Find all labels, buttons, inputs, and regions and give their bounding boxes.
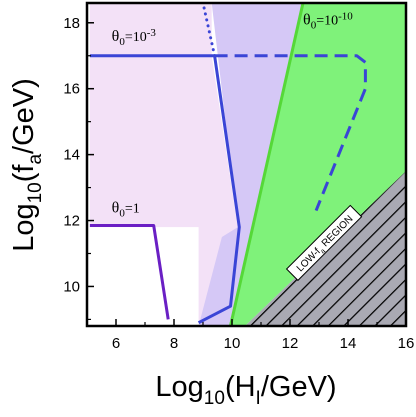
y-tick-label: 18 [63,15,80,32]
x-tick-label: 8 [170,335,178,352]
theta-annotation-2: θ0=10-10 [303,10,353,31]
solid-curve-1 [89,54,241,325]
shaded-region-1 [89,3,246,326]
shaded-region-2 [198,3,303,326]
shaded-region-3 [229,3,406,326]
ticks-layer: 6 8 10 12 14 16 10 12 14 16 18 [63,15,414,352]
x-tick-label: 10 [224,335,241,352]
y-tick-label: 12 [63,213,80,230]
y-tick-label: 16 [63,81,80,98]
x-tick-label: 12 [282,335,299,352]
x-tick-label: 6 [112,335,120,352]
y-tick-label: 10 [63,278,80,295]
plot-frame [85,1,408,328]
dashed-curve-3 [214,54,367,212]
regions-layer [89,3,406,326]
region-label-box [285,204,363,282]
x-axis-title: Log10(HI/GeV) [155,371,336,409]
lines-layer [89,3,367,326]
solid-curve-4 [89,224,170,320]
theta-annotation-1: θ0=10-3 [112,27,157,48]
y-tick-label: 14 [63,147,80,164]
x-tick-label: 14 [340,335,357,352]
theta-annotation-3: θ0=1 [112,199,140,219]
x-tick-label: 16 [398,335,415,352]
y-axis-title: Log10(fa/GeV) [8,78,46,252]
solid-curve-5 [229,3,305,326]
